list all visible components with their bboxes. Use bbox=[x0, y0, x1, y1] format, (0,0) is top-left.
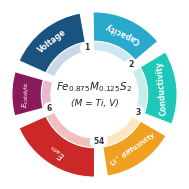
Circle shape bbox=[125, 59, 137, 70]
Text: 2: 2 bbox=[129, 60, 134, 69]
Text: 6: 6 bbox=[47, 104, 52, 113]
Wedge shape bbox=[94, 41, 135, 67]
Circle shape bbox=[81, 42, 92, 54]
Text: 4: 4 bbox=[98, 137, 104, 146]
Text: $E_{\rm ads}$: $E_{\rm ads}$ bbox=[47, 141, 68, 161]
Text: Li$^+$ diffusivity: Li$^+$ diffusivity bbox=[108, 130, 159, 170]
Text: Capacity: Capacity bbox=[104, 21, 142, 45]
Wedge shape bbox=[46, 42, 87, 77]
Wedge shape bbox=[46, 112, 94, 148]
Wedge shape bbox=[12, 72, 43, 116]
Text: (M = Ti, V): (M = Ti, V) bbox=[70, 99, 119, 108]
Wedge shape bbox=[103, 121, 166, 176]
Text: 3: 3 bbox=[136, 108, 141, 117]
Wedge shape bbox=[140, 52, 177, 124]
Text: Fe$_{0.875}$M$_{0.125}$S$_2$: Fe$_{0.875}$M$_{0.125}$S$_2$ bbox=[57, 81, 132, 94]
Circle shape bbox=[95, 136, 107, 147]
Circle shape bbox=[44, 103, 55, 114]
Circle shape bbox=[51, 51, 138, 138]
Wedge shape bbox=[19, 116, 94, 177]
Wedge shape bbox=[19, 13, 85, 73]
Circle shape bbox=[132, 106, 144, 118]
Wedge shape bbox=[93, 12, 158, 60]
Wedge shape bbox=[41, 80, 53, 108]
Wedge shape bbox=[101, 116, 141, 147]
Circle shape bbox=[90, 136, 102, 147]
Text: 5: 5 bbox=[94, 137, 99, 146]
Text: Voltage: Voltage bbox=[37, 27, 69, 55]
Text: $E_{\rm catalytic}$: $E_{\rm catalytic}$ bbox=[21, 81, 32, 108]
Wedge shape bbox=[132, 67, 148, 114]
Text: 1: 1 bbox=[84, 43, 89, 53]
Text: Conductivity: Conductivity bbox=[155, 61, 169, 116]
